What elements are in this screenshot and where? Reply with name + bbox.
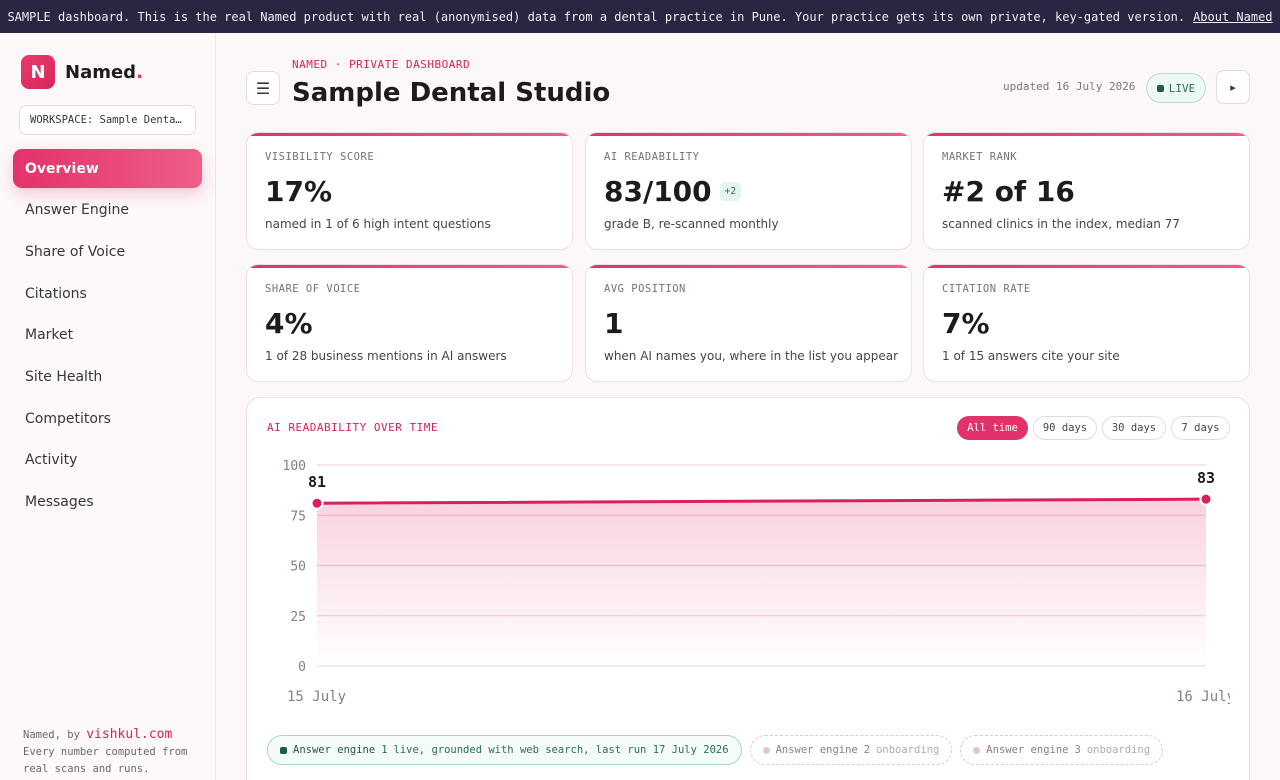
area-fill (317, 499, 1206, 666)
y-tick-label: 100 (283, 459, 306, 474)
workspace-selector[interactable]: WORKSPACE: Sample Dental Studio (19, 105, 196, 135)
x-tick-label: 16 July (1176, 689, 1230, 705)
stat-label: CITATION RATE (942, 283, 1031, 295)
live-dot-icon (1156, 84, 1164, 92)
stat-sub: scanned clinics in the index, median 77 (942, 217, 1180, 231)
sidebar-item-messages[interactable]: Messages (25, 494, 94, 510)
stat-sub: named in 1 of 6 high intent questions (265, 217, 491, 231)
stat-label: VISIBILITY SCORE (265, 151, 375, 163)
sidebar-item-citations[interactable]: Citations (25, 285, 87, 302)
stat-card-avg-position: AVG POSITION 1 when AI names you, where … (585, 264, 912, 382)
menu-button[interactable]: ☰ (246, 71, 280, 105)
stat-sub: when AI names you, where in the list you… (604, 349, 899, 363)
engine-chip-2[interactable]: Answer engine 2 onboarding (749, 735, 953, 765)
stat-value: 4% (265, 307, 313, 340)
live-label: LIVE (1168, 81, 1196, 95)
footer-line-2: real scans and runs. (23, 763, 150, 775)
live-badge: LIVE (1146, 73, 1206, 103)
brand-logo: N (21, 55, 55, 89)
y-tick-label: 0 (298, 660, 306, 675)
updated-timestamp: updated 16 July 2026 (1003, 80, 1136, 93)
y-tick-label: 25 (290, 610, 306, 625)
y-tick-label: 75 (290, 509, 306, 524)
stat-value: 17% (265, 175, 333, 208)
chart-title: AI READABILITY OVER TIME (267, 421, 438, 434)
stat-card-citation-rate: CITATION RATE 7% 1 of 15 answers cite yo… (923, 264, 1250, 382)
range-7-days[interactable]: 7 days (1171, 416, 1230, 440)
stat-label: SHARE OF VOICE (265, 283, 361, 295)
chevron-right-icon: ▸ (1230, 80, 1236, 94)
engine-chip-1[interactable]: Answer engine 1 live, grounded with web … (267, 735, 742, 765)
banner-text: SAMPLE dashboard. This is the real Named… (7, 9, 1186, 24)
data-point (1199, 492, 1213, 506)
stat-value: 1 (604, 307, 624, 340)
sidebar-item-competitors[interactable]: Competitors (25, 410, 111, 427)
stat-value: 7% (942, 307, 990, 340)
y-tick-label: 50 (290, 560, 306, 575)
range-30-days[interactable]: 30 days (1102, 416, 1166, 440)
about-named-link[interactable]: About Named (1193, 9, 1273, 24)
sidebar-item-overview[interactable]: Overview (13, 149, 202, 188)
range-all-time[interactable]: All time (957, 416, 1028, 440)
stat-card-share-of-voice: SHARE OF VOICE 4% 1 of 28 business menti… (246, 264, 573, 382)
stat-sub: 1 of 15 answers cite your site (942, 349, 1120, 363)
sidebar-nav: Overview Answer Engine Share of Voice Ci… (13, 149, 202, 524)
stat-card-ai-readability: AI READABILITY 83/100 +2 grade B, re-scan… (585, 132, 912, 250)
delta-badge: +2 (719, 182, 742, 201)
sidebar-item-market[interactable]: Market (25, 327, 74, 344)
readability-chart-panel: AI READABILITY OVER TIME All time 90 day… (246, 397, 1250, 780)
stat-value: 83/100 +2 (604, 175, 742, 208)
stat-value: #2 of 16 (942, 175, 1075, 208)
sidebar-item-activity[interactable]: Activity (25, 452, 78, 469)
stat-label: MARKET RANK (942, 151, 1018, 163)
series-line (315, 497, 1208, 505)
sidebar-item-site-health[interactable]: Site Health (25, 368, 103, 385)
x-tick-label: 15 July (287, 689, 346, 705)
data-label: 83 (1197, 469, 1215, 487)
page-eyebrow: NAMED · PRIVATE DASHBOARD (292, 58, 471, 71)
sidebar: N Named. WORKSPACE: Sample Dental Studio… (0, 33, 216, 780)
next-button[interactable]: ▸ (1216, 70, 1250, 104)
data-point (310, 496, 324, 510)
sidebar-footer: Named, by vishkul.com Every number compu… (23, 726, 187, 778)
vishkul-link[interactable]: vishkul.com (86, 727, 173, 742)
stat-label: AI READABILITY (604, 151, 700, 163)
engine-chip-3[interactable]: Answer engine 3 onboarding (960, 735, 1164, 765)
brand[interactable]: N Named. (21, 55, 143, 89)
stat-card-visibility-score: VISIBILITY SCORE 17% named in 1 of 6 hig… (246, 132, 573, 250)
brand-name: Named. (65, 61, 143, 83)
range-90-days[interactable]: 90 days (1033, 416, 1097, 440)
sidebar-item-share-of-voice[interactable]: Share of Voice (25, 243, 126, 260)
status-dot-icon (973, 746, 981, 754)
data-label: 81 (308, 473, 326, 491)
answer-engines: Answer engine 1 live, grounded with web … (267, 735, 1164, 765)
hamburger-icon: ☰ (255, 78, 271, 98)
footer-by: Named, by (23, 729, 80, 741)
stat-label: AVG POSITION (604, 283, 686, 295)
status-dot-icon (280, 746, 287, 754)
stat-sub: 1 of 28 business mentions in AI answers (265, 349, 507, 363)
sidebar-item-answer-engine[interactable]: Answer Engine (25, 202, 129, 219)
stat-card-market-rank: MARKET RANK #2 of 16 scanned clinics in … (923, 132, 1250, 250)
footer-line-1: Every number computed from (23, 746, 188, 758)
page-title: Sample Dental Studio (292, 78, 611, 108)
sample-banner: SAMPLE dashboard. This is the real Named… (0, 0, 1280, 33)
status-dot-icon (762, 746, 770, 754)
workspace-label: WORKSPACE: Sample Dental Studio (30, 114, 185, 126)
stat-sub: grade B, re-scanned monthly (604, 217, 779, 231)
